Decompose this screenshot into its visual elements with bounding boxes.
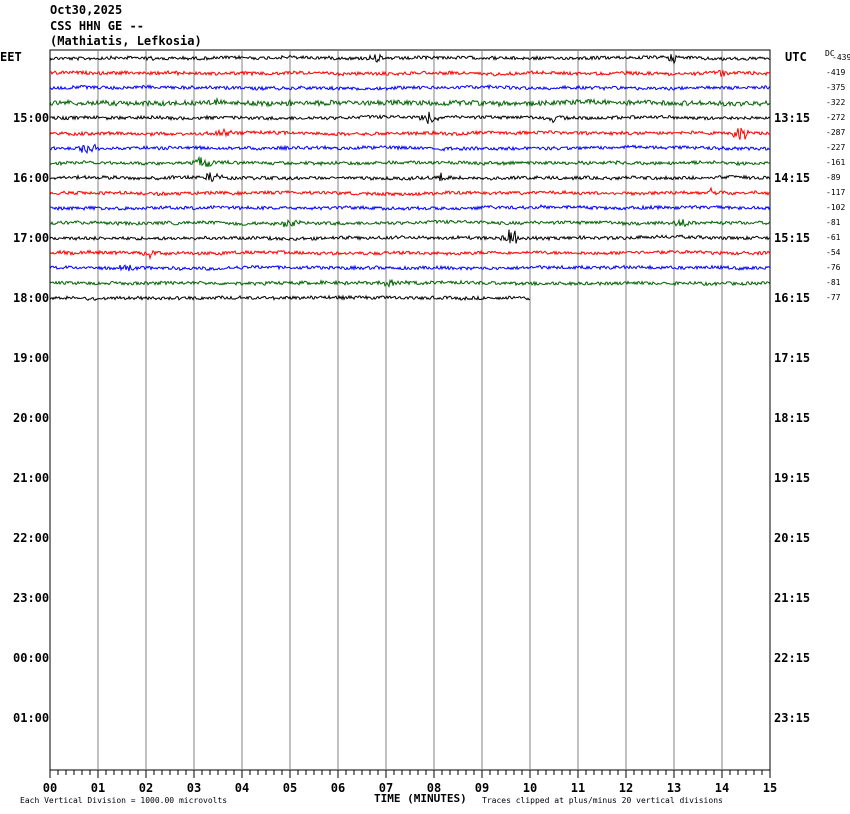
dc-offset-label: -89 <box>826 173 841 182</box>
x-tick-label: 13 <box>667 781 681 795</box>
footer-right-note: Traces clipped at plus/minus 20 vertical… <box>482 796 723 805</box>
seismic-trace <box>50 204 771 212</box>
dc-offset-label: -117 <box>826 188 846 197</box>
x-tick-label: 10 <box>523 781 537 795</box>
seismic-trace <box>49 218 771 228</box>
seismic-trace <box>50 69 771 77</box>
left-hour-label: 20:00 <box>13 411 50 425</box>
x-axis-title: TIME (MINUTES) <box>374 792 467 805</box>
left-hour-label: 19:00 <box>13 351 50 365</box>
x-tick-label: 11 <box>571 781 585 795</box>
dc-offset-label: -161 <box>826 158 846 167</box>
right-hour-label: 19:15 <box>774 471 811 485</box>
left-hour-label: 18:00 <box>13 291 50 305</box>
left-hour-label: 21:00 <box>13 471 50 485</box>
right-hour-label: 17:15 <box>774 351 811 365</box>
seismic-trace <box>49 278 771 289</box>
dc-offset-label: -227 <box>826 143 846 152</box>
left-hour-label: 22:00 <box>13 531 50 545</box>
x-tick-label: 02 <box>139 781 153 795</box>
x-tick-label: 15 <box>763 781 777 795</box>
dc-offset-label: -102 <box>826 203 846 212</box>
dc-offset-label: -272 <box>826 113 846 122</box>
seismic-trace <box>49 186 771 197</box>
left-hour-label: 17:00 <box>13 231 50 245</box>
left-hour-label: 00:00 <box>13 651 50 665</box>
seismic-trace <box>49 155 771 168</box>
left-hour-label: 01:00 <box>13 711 50 725</box>
dc-offset-label: -419 <box>826 68 846 77</box>
left-timezone-label: EET <box>0 50 22 64</box>
dc-offset-label: -61 <box>826 233 841 242</box>
x-tick-label: 12 <box>619 781 633 795</box>
left-hour-label: 23:00 <box>13 591 50 605</box>
seismic-trace <box>49 127 771 140</box>
right-hour-label: 13:15 <box>774 111 811 125</box>
dc-offset-label: -439 <box>832 53 850 62</box>
x-tick-label: 06 <box>331 781 345 795</box>
seismic-trace <box>49 143 771 155</box>
right-hour-label: 23:15 <box>774 711 811 725</box>
seismic-trace <box>49 229 771 244</box>
seismic-trace <box>49 111 771 124</box>
right-hour-label: 21:15 <box>774 591 811 605</box>
header-date: Oct30,2025 <box>50 3 123 17</box>
dc-offset-label: -54 <box>826 248 841 257</box>
x-tick-label: 14 <box>715 781 729 795</box>
seismic-trace <box>49 96 771 108</box>
dc-offset-label: -375 <box>826 83 846 92</box>
seismic-trace <box>49 53 771 65</box>
left-hour-label: 16:00 <box>13 171 50 185</box>
right-hour-label: 18:15 <box>774 411 811 425</box>
x-tick-label: 09 <box>475 781 489 795</box>
right-hour-label: 16:15 <box>774 291 811 305</box>
dc-offset-label: -287 <box>826 128 846 137</box>
right-hour-label: 14:15 <box>774 171 811 185</box>
x-tick-label: 01 <box>91 781 105 795</box>
header-station: CSS HHN GE -- <box>50 19 144 33</box>
dc-offset-label: -81 <box>826 278 841 287</box>
x-tick-label: 05 <box>283 781 297 795</box>
plot-frame <box>49 49 771 771</box>
seismic-trace <box>49 172 771 183</box>
right-hour-label: 15:15 <box>774 231 811 245</box>
x-tick-label: 00 <box>43 781 57 795</box>
header-location: (Mathiatis, Lefkosia) <box>50 34 202 48</box>
x-tick-label: 04 <box>235 781 249 795</box>
dc-offset-label: -322 <box>826 98 846 107</box>
dc-header-label: DC <box>825 49 835 58</box>
right-hour-label: 22:15 <box>774 651 811 665</box>
right-hour-label: 20:15 <box>774 531 811 545</box>
x-tick-label: 03 <box>187 781 201 795</box>
seismic-trace <box>49 83 771 92</box>
seismic-trace <box>49 249 771 261</box>
dc-offset-label: -77 <box>826 293 841 302</box>
x-tick-label: 08 <box>427 781 441 795</box>
left-hour-label: 15:00 <box>13 111 50 125</box>
seismic-trace <box>49 294 531 301</box>
footer-left-note: Each Vertical Division = 1000.00 microvo… <box>20 796 228 805</box>
dc-offset-label: -76 <box>826 263 841 272</box>
seismic-trace <box>49 264 771 272</box>
x-tick-label: 07 <box>379 781 393 795</box>
right-timezone-label: UTC <box>785 50 807 64</box>
dc-offset-label: -81 <box>826 218 841 227</box>
